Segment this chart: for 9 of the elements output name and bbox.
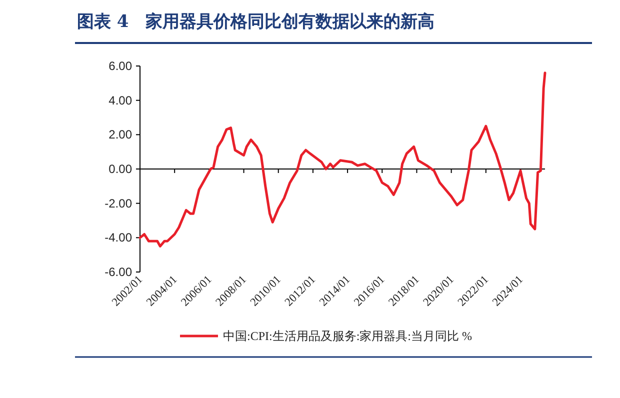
y-tick-label: 2.00: [108, 128, 132, 142]
y-tick-label: 0.00: [108, 162, 132, 176]
y-tick-label: 4.00: [108, 93, 132, 108]
y-tick-label: -4.00: [104, 230, 132, 245]
y-tick-label: 6.00: [108, 59, 132, 73]
y-tick-label: -6.00: [104, 265, 132, 279]
legend-label: 中国:CPI:生活用品及服务:家用器具:当月同比 %: [223, 329, 472, 343]
y-tick-label: -2.00: [104, 196, 132, 210]
chart-title: 图表 4 家用器具价格同比创有数据以来的新高: [77, 12, 435, 32]
